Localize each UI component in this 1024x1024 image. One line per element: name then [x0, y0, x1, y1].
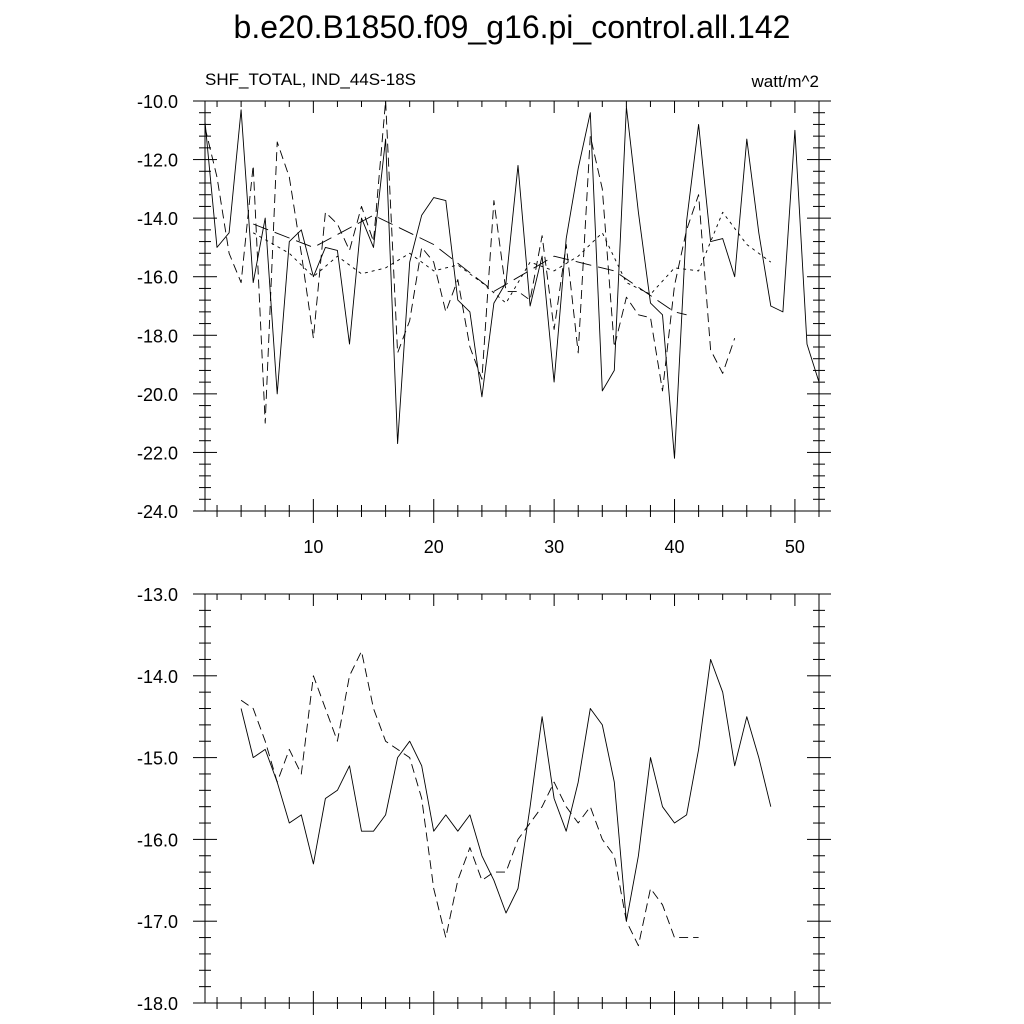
series-line-dashed — [240, 650, 699, 947]
series-line-dotted — [252, 211, 772, 304]
series-line-solid — [240, 658, 772, 922]
y-tick-label: -22.0 — [137, 443, 178, 463]
x-tick-label: 20 — [424, 537, 444, 557]
plot-frame — [204, 100, 820, 512]
y-tick-label: -16.0 — [137, 830, 178, 850]
x-tick-label: 30 — [544, 537, 564, 557]
y-tick-label: -17.0 — [137, 912, 178, 932]
y-tick-label: -18.0 — [137, 994, 178, 1014]
top-panel: SHF_TOTAL, IND_44S-18S watt/m^2 10 20 30 40 50… — [137, 70, 831, 557]
series-line-dashed — [204, 100, 736, 424]
y-tick-label: -18.0 — [137, 326, 178, 346]
y-tick-label: -13.0 — [137, 585, 178, 605]
y-tick-label: -20.0 — [137, 385, 178, 405]
y-tick-label: -24.0 — [137, 502, 178, 522]
y-tick-label: -15.0 — [137, 749, 178, 769]
x-tick-label: 40 — [665, 537, 685, 557]
figure-title: b.e20.B1850.f09_g16.pi_control.all.142 — [234, 9, 791, 45]
bottom-panel: -18.0 -17.0 -16.0 -15.0 -14.0 -13.0 — [137, 585, 831, 1015]
series-line-solid — [204, 106, 820, 459]
subtitle-left: SHF_TOTAL, IND_44S-18S — [205, 70, 416, 89]
y-tick-label: -14.0 — [137, 667, 178, 687]
y-tick-label: -10.0 — [137, 92, 178, 112]
x-tick-label: 50 — [785, 537, 805, 557]
plot-frame — [204, 593, 820, 1004]
y-tick-label: -14.0 — [137, 209, 178, 229]
y-tick-label: -12.0 — [137, 151, 178, 171]
y-tick-label: -16.0 — [137, 268, 178, 288]
subtitle-right: watt/m^2 — [751, 72, 820, 91]
x-tick-label: 10 — [303, 537, 323, 557]
series-line-long-dash — [253, 214, 687, 316]
